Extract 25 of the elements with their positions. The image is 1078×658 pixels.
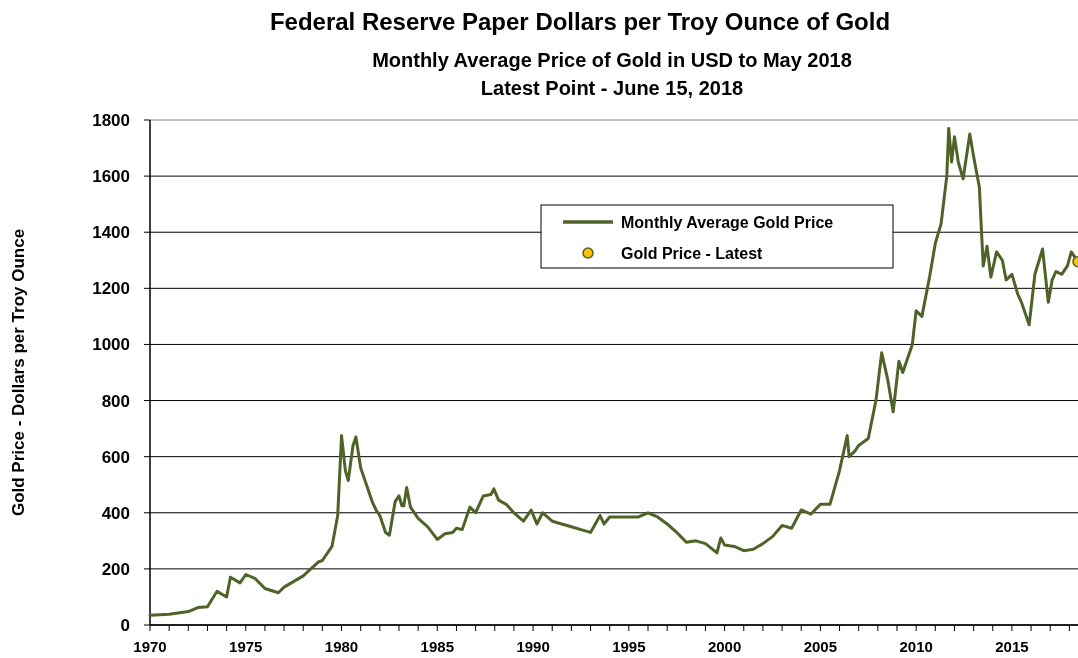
y-tick-label: 1200 — [92, 279, 130, 299]
x-tick-label: 2000 — [707, 638, 742, 655]
chart-subtitle: Monthly Average Price of Gold in USD to May 2018 Latest Point - June 15, 2018 — [372, 49, 852, 99]
x-tick-label: 1995 — [612, 638, 646, 655]
legend-label: Gold Price - Latest — [621, 245, 764, 262]
y-tick-label: 1800 — [92, 111, 130, 130]
x-tick-label: 1975 — [229, 638, 263, 655]
x-tick-label: 1980 — [324, 638, 359, 655]
x-tick-label: 2005 — [803, 638, 838, 655]
y-tick-label: 1400 — [92, 223, 130, 243]
x-tick-label: 2010 — [899, 638, 933, 655]
y-tick-label: 800 — [101, 391, 130, 411]
y-tick-label: 600 — [101, 447, 130, 467]
chart-title: Federal Reserve Paper Dollars per Troy Ounce of Gold — [269, 8, 891, 35]
y-tick-label: 200 — [101, 559, 130, 579]
y-tick-label: 1600 — [92, 167, 130, 187]
legend-label: Monthly Average Gold Price — [621, 214, 834, 231]
y-tick-label: 400 — [101, 503, 130, 523]
x-tick-label: 1990 — [516, 638, 550, 655]
x-tick-label: 1985 — [420, 638, 454, 655]
y-tick-label: 1000 — [92, 335, 130, 355]
y-tick-label: 0 — [120, 616, 130, 635]
x-tick-label: 1970 — [133, 638, 167, 655]
x-tick-label: 2015 — [995, 638, 1029, 655]
y-axis-title: Gold Price - Dollars per Troy Ounce — [9, 228, 28, 517]
